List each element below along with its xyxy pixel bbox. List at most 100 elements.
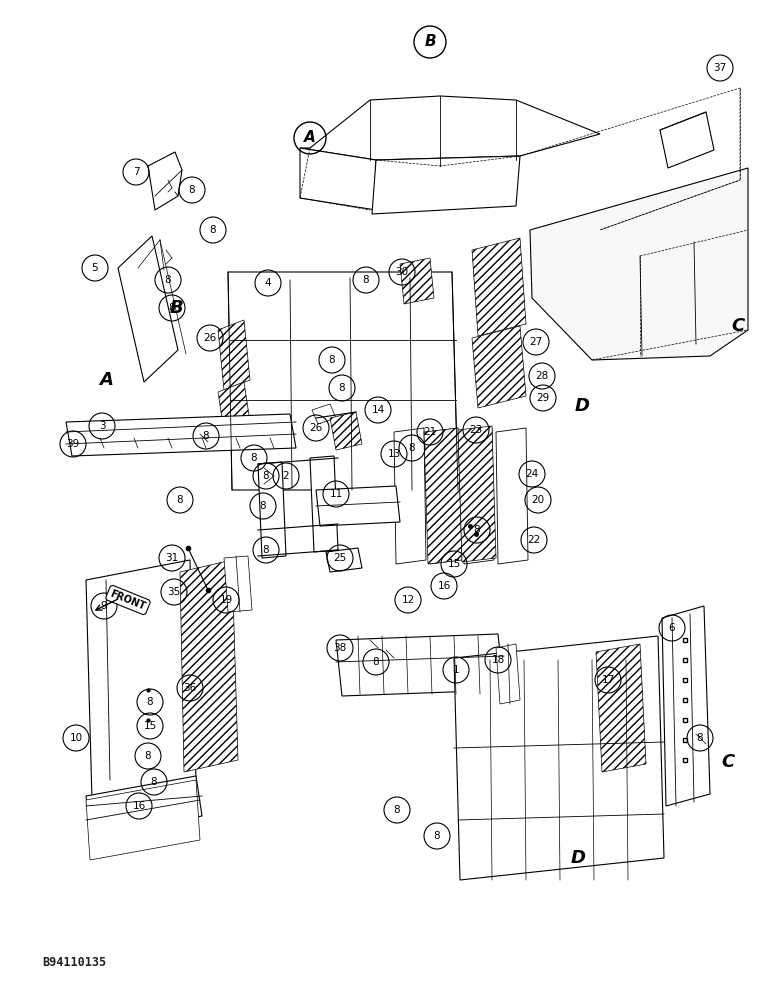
Text: 8: 8: [203, 431, 209, 441]
Text: 14: 14: [371, 405, 384, 415]
Polygon shape: [224, 556, 252, 612]
Polygon shape: [300, 148, 376, 210]
Polygon shape: [458, 426, 496, 562]
Text: 8: 8: [262, 471, 269, 481]
Text: 16: 16: [132, 801, 146, 811]
Text: 20: 20: [531, 495, 544, 505]
Text: 15: 15: [144, 721, 157, 731]
Polygon shape: [218, 320, 250, 390]
Polygon shape: [462, 428, 494, 564]
Polygon shape: [372, 156, 520, 214]
Text: 8: 8: [251, 453, 257, 463]
Text: B: B: [169, 299, 183, 317]
Text: 8: 8: [169, 303, 175, 313]
Polygon shape: [86, 560, 196, 800]
Polygon shape: [310, 456, 338, 552]
Text: 13: 13: [388, 449, 401, 459]
Text: 2: 2: [283, 471, 290, 481]
Text: 21: 21: [423, 427, 437, 437]
Text: 6: 6: [669, 623, 676, 633]
Text: C: C: [721, 753, 735, 771]
Text: 9: 9: [100, 601, 107, 611]
Polygon shape: [662, 606, 710, 806]
Text: 8: 8: [339, 383, 345, 393]
Text: 8: 8: [474, 525, 480, 535]
Text: 3: 3: [99, 421, 105, 431]
Text: 23: 23: [469, 425, 482, 435]
Text: 10: 10: [69, 733, 83, 743]
Text: 15: 15: [448, 559, 461, 569]
Polygon shape: [86, 776, 202, 836]
Polygon shape: [66, 414, 296, 456]
Text: FRONT: FRONT: [109, 588, 147, 612]
Polygon shape: [496, 644, 520, 704]
Text: 16: 16: [438, 581, 451, 591]
Text: 8: 8: [164, 275, 171, 285]
Text: B: B: [424, 34, 436, 49]
Polygon shape: [258, 462, 286, 558]
Polygon shape: [454, 636, 664, 880]
Text: 24: 24: [526, 469, 539, 479]
Text: 29: 29: [537, 393, 550, 403]
Text: 11: 11: [330, 489, 343, 499]
Text: 26: 26: [310, 423, 323, 433]
Text: 8: 8: [151, 777, 157, 787]
Text: 8: 8: [262, 545, 269, 555]
Polygon shape: [394, 428, 426, 564]
Text: 8: 8: [373, 657, 379, 667]
Text: 12: 12: [401, 595, 415, 605]
Polygon shape: [660, 112, 714, 168]
Text: 8: 8: [434, 831, 440, 841]
Text: 39: 39: [66, 439, 80, 449]
Text: A: A: [99, 371, 113, 389]
Polygon shape: [180, 560, 238, 772]
Polygon shape: [312, 404, 336, 424]
Text: 30: 30: [395, 267, 408, 277]
Polygon shape: [336, 634, 504, 696]
Text: 8: 8: [188, 185, 195, 195]
Text: 8: 8: [147, 697, 154, 707]
Text: B94110135: B94110135: [42, 956, 106, 968]
Text: 8: 8: [210, 225, 216, 235]
Polygon shape: [428, 428, 460, 564]
Polygon shape: [472, 326, 526, 408]
Polygon shape: [300, 96, 600, 160]
Text: C: C: [731, 317, 745, 335]
Text: D: D: [574, 397, 590, 415]
Text: 18: 18: [491, 655, 505, 665]
Polygon shape: [118, 236, 178, 382]
Polygon shape: [148, 152, 182, 210]
Polygon shape: [330, 412, 362, 450]
Text: 8: 8: [259, 501, 266, 511]
Text: 8: 8: [696, 733, 703, 743]
Text: A: A: [304, 130, 316, 145]
Text: 27: 27: [530, 337, 543, 347]
Text: 25: 25: [334, 553, 347, 563]
Polygon shape: [472, 238, 526, 336]
Text: 35: 35: [168, 587, 181, 597]
Text: 8: 8: [408, 443, 415, 453]
Text: 1: 1: [452, 665, 459, 675]
Polygon shape: [530, 168, 748, 360]
Polygon shape: [228, 272, 458, 490]
Text: 28: 28: [535, 371, 549, 381]
Text: 8: 8: [363, 275, 369, 285]
Polygon shape: [86, 780, 200, 860]
Text: 8: 8: [144, 751, 151, 761]
Polygon shape: [496, 428, 528, 564]
Polygon shape: [316, 486, 400, 526]
Text: 8: 8: [394, 805, 401, 815]
Polygon shape: [400, 258, 434, 304]
Text: 22: 22: [527, 535, 540, 545]
Text: 4: 4: [265, 278, 271, 288]
Text: 38: 38: [334, 643, 347, 653]
Text: 36: 36: [184, 683, 197, 693]
Text: 17: 17: [601, 675, 615, 685]
Text: 5: 5: [92, 263, 98, 273]
Text: 31: 31: [165, 553, 178, 563]
Text: 26: 26: [203, 333, 217, 343]
Text: 19: 19: [219, 595, 232, 605]
Polygon shape: [218, 382, 250, 432]
Polygon shape: [424, 428, 462, 564]
Text: 7: 7: [133, 167, 139, 177]
